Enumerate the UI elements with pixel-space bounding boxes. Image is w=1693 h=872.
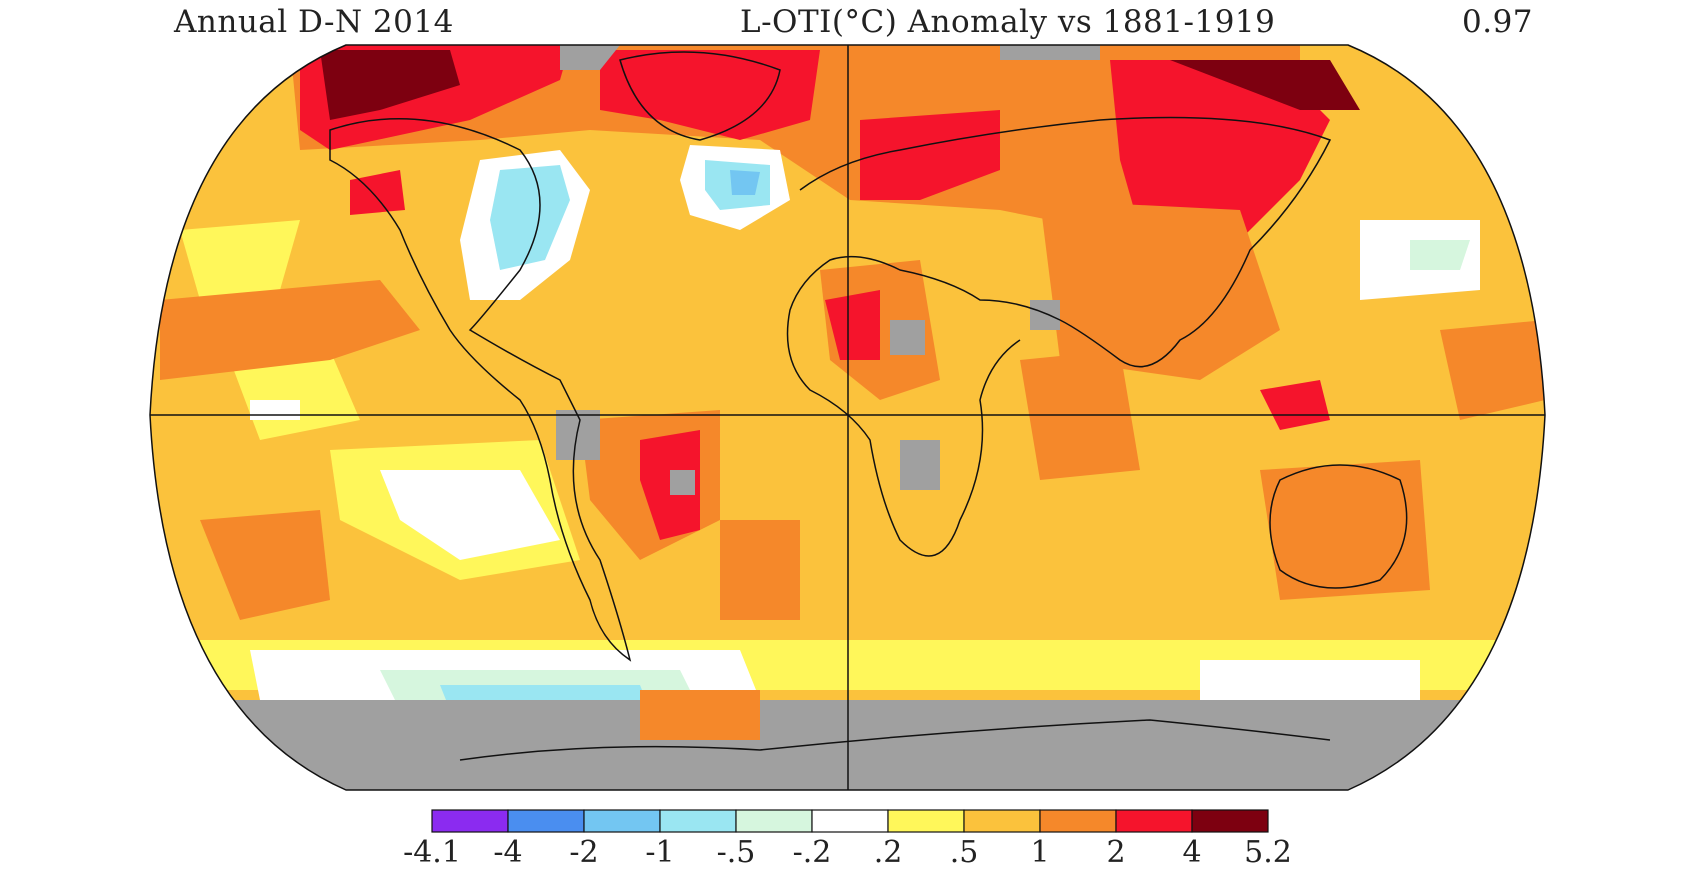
legend-bin (735, 809, 813, 833)
amazon-missing (556, 410, 600, 460)
greenland-red (600, 50, 820, 140)
canada-red-patch (350, 170, 405, 215)
legend-tick-label: -4.1 (403, 835, 461, 870)
legend-tick-label: -1 (645, 835, 674, 870)
coastlines (329, 51, 1408, 761)
arctic-missing-2 (1000, 45, 1100, 60)
south-atlantic-orange (720, 520, 800, 620)
legend-tick-label: .5 (950, 835, 979, 870)
legend-bin (1191, 809, 1269, 833)
legend-tick-label: -4 (493, 835, 522, 870)
siberia-darkred (1170, 60, 1360, 110)
scandinavia-red (860, 110, 1000, 200)
na-cyan (490, 165, 570, 270)
north-pacific-orange (160, 280, 420, 380)
sw-pacific-orange (200, 510, 330, 620)
legend-bin (507, 809, 585, 833)
south-pacific-white (380, 470, 560, 560)
west-africa-red (825, 290, 880, 360)
legend-tick-label: 1 (1030, 835, 1049, 870)
africa-missing (890, 320, 925, 355)
legend-color-bins (431, 809, 1269, 833)
legend-tick-label: -2 (569, 835, 598, 870)
east-pacific-orange (1440, 320, 1545, 420)
brazil-missing (670, 470, 695, 495)
legend-bin (811, 809, 889, 833)
legend-bin (431, 809, 509, 833)
legend-bin (1039, 809, 1117, 833)
alaska-darkred (320, 50, 460, 120)
arctic-missing-1 (560, 45, 620, 70)
global-mean-value: 0.97 (1462, 4, 1534, 40)
legend-tick-label: -.2 (793, 835, 832, 870)
legend-tick-label: 4 (1182, 835, 1201, 870)
se-ocean-white (1200, 660, 1420, 700)
legend-tick-label: .2 (874, 835, 903, 870)
siberia-red (1110, 60, 1330, 240)
map-quantity-title: L-OTI(°C) Anomaly vs 1881-1919 (740, 4, 1276, 40)
indonesia-red (1260, 380, 1330, 430)
antarctic-peninsula-orange (640, 690, 760, 740)
pacific-yellow-1 (180, 220, 300, 300)
nw-pacific-green (1410, 240, 1470, 270)
legend-bin (963, 809, 1041, 833)
australia-orange (1260, 460, 1430, 600)
arabia-missing (1030, 300, 1060, 330)
legend-bin (1115, 809, 1193, 833)
legend-tick-label: 5.2 (1244, 835, 1292, 870)
map-period-title: Annual D-N 2014 (174, 4, 454, 40)
legend-tick-label: 2 (1106, 835, 1125, 870)
arctic-orange (290, 45, 1300, 240)
legend-tick-labels: -4.1 -4 -2 -1 -.5 -.2 .2 .5 1 2 4 5.2 (403, 835, 1292, 870)
central-africa-missing (900, 440, 940, 490)
asia-orange (1040, 200, 1280, 380)
atlantic-blue (730, 170, 760, 195)
legend-bin (659, 809, 737, 833)
legend-tick-label: -.5 (717, 835, 756, 870)
legend-bin (583, 809, 661, 833)
legend-bin (887, 809, 965, 833)
